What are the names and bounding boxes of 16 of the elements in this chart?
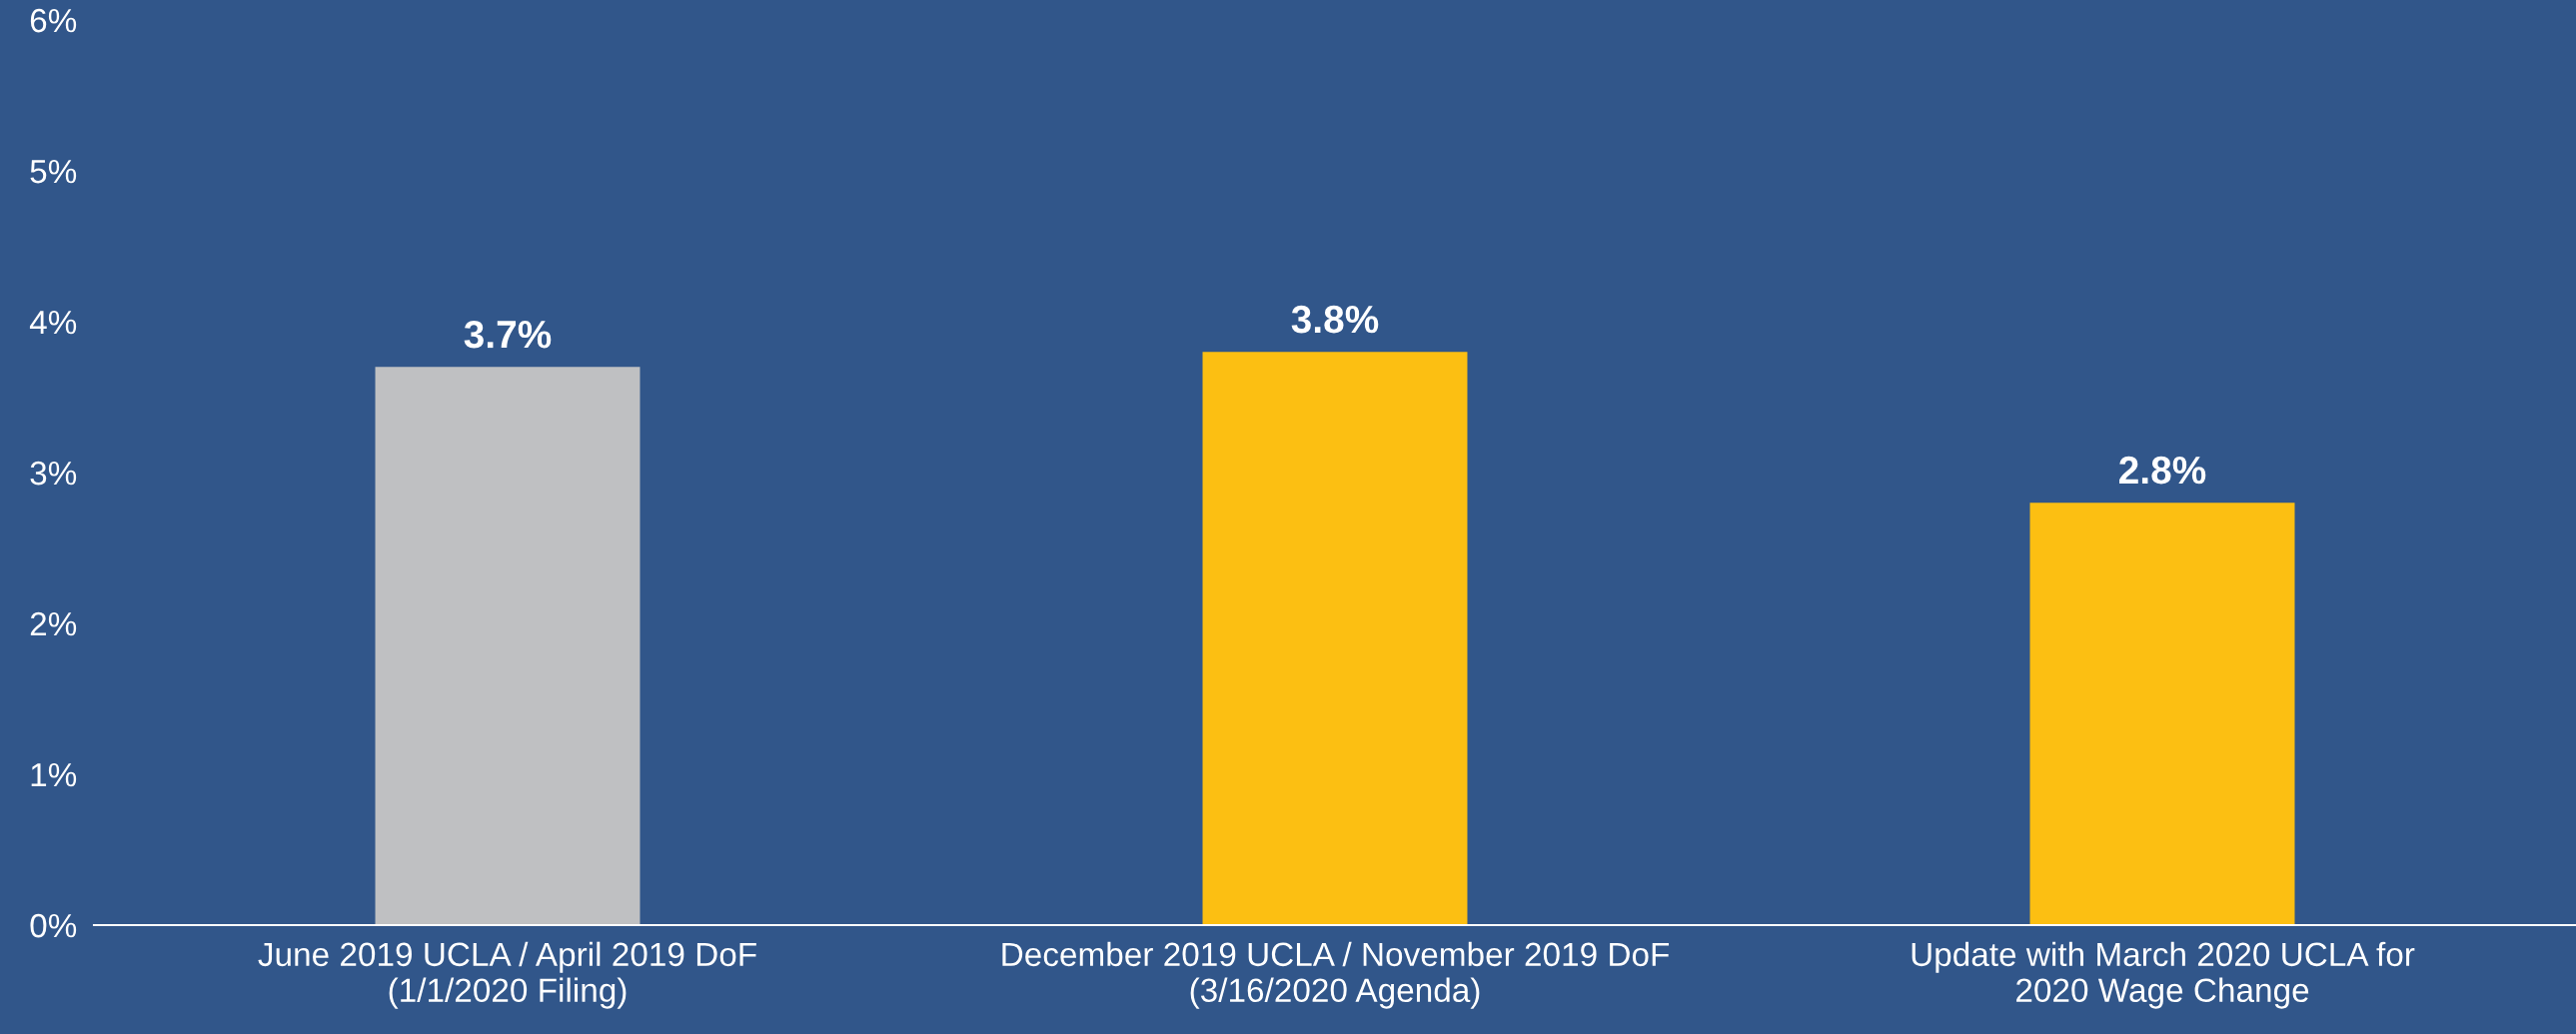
y-tick-label: 3% xyxy=(30,461,77,486)
y-tick-label: 1% xyxy=(31,762,77,787)
data-label: 3.8% xyxy=(1291,305,1379,334)
bar xyxy=(2029,503,2295,925)
data-label: 2.8% xyxy=(2119,456,2206,485)
bar xyxy=(375,367,641,925)
bar xyxy=(1202,352,1468,925)
x-tick-label: June 2019 UCLA / April 2019 DoF (1/1/2020 Filing) xyxy=(258,941,756,1009)
y-tick-label: 2% xyxy=(30,611,77,636)
y-tick-label: 6% xyxy=(30,8,77,33)
y-tick-label: 5% xyxy=(30,159,77,184)
x-tick-label: Update with March 2020 UCLA for 2020 Wage Change xyxy=(1912,941,2415,1009)
y-tick-label: 0% xyxy=(30,913,77,938)
data-label: 3.7% xyxy=(464,320,552,349)
y-tick-label: 4% xyxy=(29,310,77,335)
x-tick-label: December 2019 UCLA / November 2019 DoF (3/16/2020 Agenda) xyxy=(1002,941,1670,1009)
